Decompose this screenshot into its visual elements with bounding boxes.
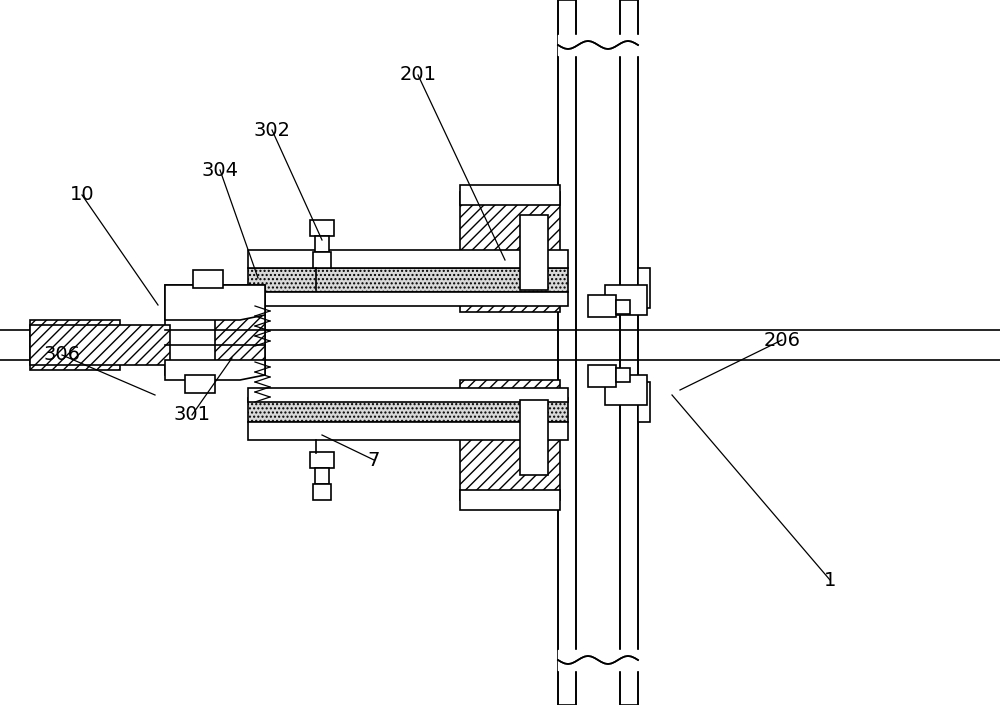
Bar xyxy=(315,468,329,484)
Bar xyxy=(185,375,215,393)
Bar xyxy=(315,236,329,252)
Text: 301: 301 xyxy=(174,405,210,424)
Bar xyxy=(313,484,331,500)
Bar xyxy=(460,490,560,510)
Bar xyxy=(248,268,568,292)
Bar xyxy=(520,400,548,475)
Bar xyxy=(310,220,334,236)
Bar xyxy=(558,0,576,705)
Bar xyxy=(605,375,647,405)
Bar xyxy=(248,388,568,402)
Bar xyxy=(460,380,560,500)
Bar xyxy=(165,285,265,375)
Bar xyxy=(248,292,568,306)
Bar xyxy=(193,270,223,288)
Bar xyxy=(616,368,630,382)
Bar xyxy=(248,250,568,268)
Bar xyxy=(588,295,616,317)
Bar xyxy=(620,0,638,705)
Bar xyxy=(520,215,548,290)
Text: 206: 206 xyxy=(764,331,800,350)
Bar xyxy=(605,285,647,315)
Bar xyxy=(248,422,568,440)
Text: 201: 201 xyxy=(400,66,436,85)
Bar xyxy=(588,365,616,387)
Bar xyxy=(460,185,560,205)
Bar xyxy=(638,382,650,422)
Bar xyxy=(248,398,568,422)
Text: 10: 10 xyxy=(70,185,94,204)
Bar xyxy=(313,252,331,268)
Text: 1: 1 xyxy=(824,570,836,589)
Bar xyxy=(638,268,650,308)
Bar xyxy=(30,325,170,365)
Polygon shape xyxy=(165,360,265,380)
Text: 304: 304 xyxy=(202,161,239,180)
Bar xyxy=(616,300,630,314)
Text: 7: 7 xyxy=(368,450,380,470)
Bar xyxy=(30,320,120,370)
Text: 302: 302 xyxy=(254,121,290,140)
Bar xyxy=(215,295,265,370)
Polygon shape xyxy=(165,285,265,320)
Bar xyxy=(460,192,560,312)
Bar xyxy=(310,452,334,468)
Text: 306: 306 xyxy=(44,345,80,364)
